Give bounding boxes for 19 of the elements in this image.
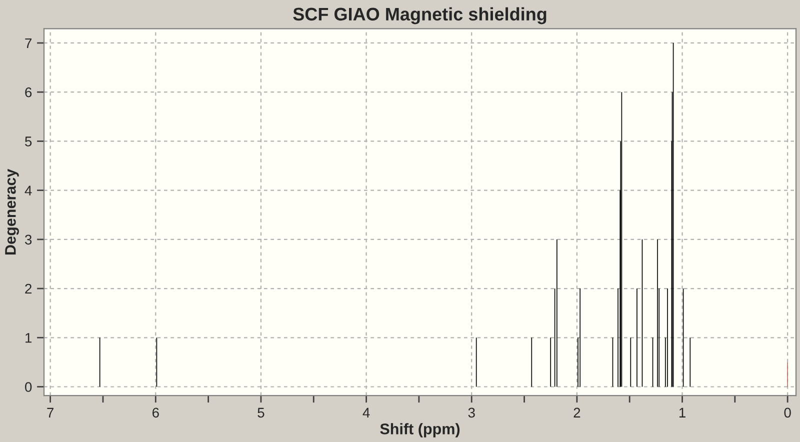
x-axis-title: Shift (ppm) bbox=[380, 423, 460, 438]
chart-title: SCF GIAO Magnetic shielding bbox=[293, 7, 546, 24]
x-tick-label: 2 bbox=[574, 408, 580, 418]
x-tick-label: 0 bbox=[784, 408, 791, 418]
y-tick-label: 0 bbox=[25, 382, 32, 392]
x-tick-label: 7 bbox=[47, 408, 54, 418]
y-tick-label: 2 bbox=[25, 284, 32, 294]
x-tick-label: 4 bbox=[362, 408, 370, 418]
y-tick-label: 7 bbox=[25, 38, 32, 48]
y-axis-title: Degeneracy bbox=[5, 168, 19, 254]
y-tick-label: 1 bbox=[26, 333, 32, 343]
x-tick-label: 5 bbox=[258, 408, 264, 418]
x-tick-label: 1 bbox=[679, 408, 686, 418]
x-tick-label: 6 bbox=[152, 408, 159, 418]
y-tick-label: 4 bbox=[24, 186, 32, 196]
x-tick-label: 3 bbox=[468, 408, 475, 418]
y-tick-label: 5 bbox=[25, 136, 32, 146]
y-tick-label: 3 bbox=[25, 234, 32, 245]
y-tick-label: 6 bbox=[25, 87, 32, 98]
